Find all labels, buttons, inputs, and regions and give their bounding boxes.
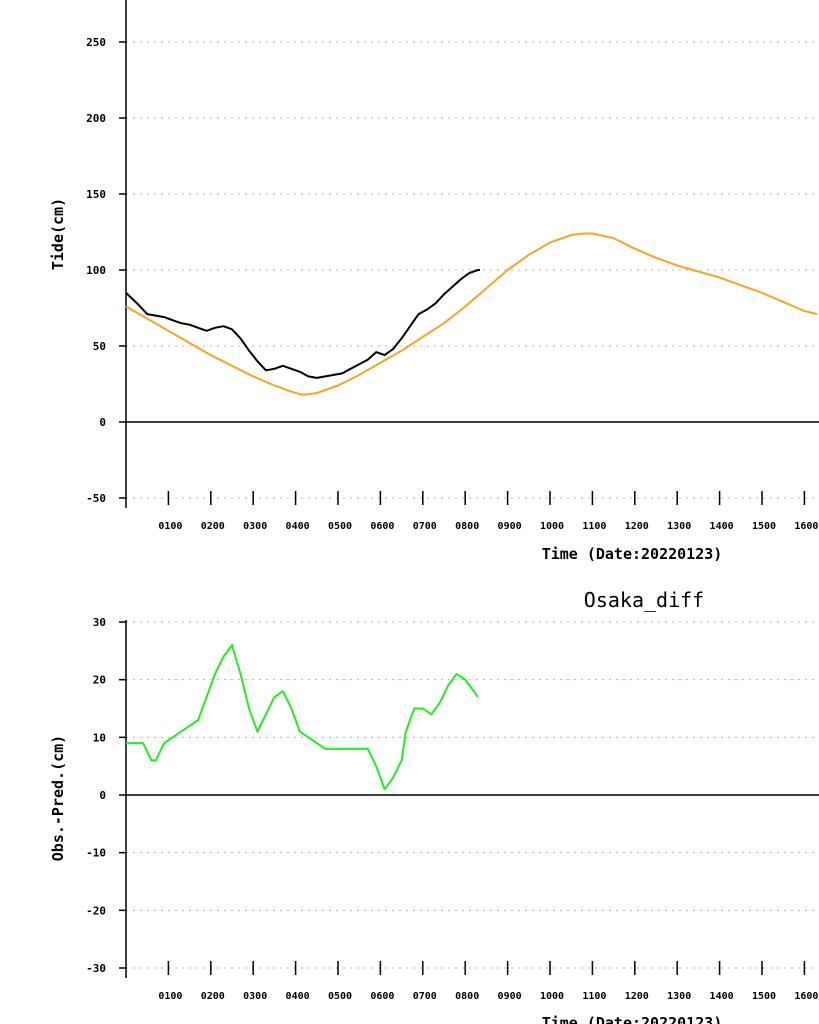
x-tick-label: 1400 xyxy=(710,991,734,1002)
x-tick-label: 0100 xyxy=(158,521,182,532)
tide-series xyxy=(125,232,818,396)
series-line-observed xyxy=(125,269,480,379)
x-tick-label: 0500 xyxy=(328,991,352,1002)
y-tick-label: 30 xyxy=(93,616,106,629)
series-line-predicted xyxy=(125,232,818,396)
diff-series xyxy=(126,644,479,791)
diff-x-ticks: 0100 0200 0300 0400 0500 0600 0700 0800 0900 1000… xyxy=(126,961,819,1002)
tide-gridlines xyxy=(126,41,819,499)
tide-y-ticks: -50 0 50 100 150 200 250 xyxy=(86,36,126,505)
x-tick-label: 1100 xyxy=(582,521,606,532)
x-tick-label: 1400 xyxy=(710,521,734,532)
y-tick-label: -50 xyxy=(86,492,106,505)
x-tick-label: 1200 xyxy=(625,521,649,532)
x-tick-label: 1200 xyxy=(625,991,649,1002)
x-tick-label: 0300 xyxy=(243,991,267,1002)
y-tick-label: 10 xyxy=(93,731,106,744)
x-tick-label: 1100 xyxy=(582,991,606,1002)
y-tick-label: -30 xyxy=(86,962,106,975)
x-tick-label: 1600 xyxy=(794,521,818,532)
diff-x-axis-label: Time (Date:20220123) xyxy=(542,1014,723,1024)
x-tick-label: 0100 xyxy=(158,991,182,1002)
x-tick-label: 0600 xyxy=(370,991,394,1002)
y-tick-label: 0 xyxy=(99,416,106,429)
y-tick-label: 0 xyxy=(99,789,106,802)
tide-x-ticks: 0100 0200 0300 0400 0500 0600 0700 0800 0900 1000… xyxy=(126,491,819,532)
x-tick-label: 0200 xyxy=(201,991,225,1002)
diff-y-ticks: -30 -20 -10 0 10 20 30 xyxy=(86,616,126,975)
diff-y-axis-label: Obs.-Pred.(cm) xyxy=(49,735,67,861)
y-tick-label: 150 xyxy=(86,188,106,201)
diff-chart-title: Osaka_diff xyxy=(584,588,704,612)
x-tick-label: 0700 xyxy=(413,521,437,532)
x-tick-label: 0200 xyxy=(201,521,225,532)
x-tick-label: 0300 xyxy=(243,521,267,532)
x-tick-label: 1500 xyxy=(752,521,776,532)
y-tick-label: -10 xyxy=(86,847,106,860)
series-line-obs-pred xyxy=(126,644,479,791)
x-tick-label: 0800 xyxy=(455,521,479,532)
x-tick-label: 0800 xyxy=(455,991,479,1002)
x-tick-label: 1300 xyxy=(667,521,691,532)
x-tick-label: 0900 xyxy=(498,521,522,532)
y-tick-label: -20 xyxy=(86,904,106,917)
x-tick-label: 0400 xyxy=(286,521,310,532)
x-tick-label: 1000 xyxy=(540,991,564,1002)
x-tick-label: 0600 xyxy=(370,521,394,532)
x-tick-label: 1500 xyxy=(752,991,776,1002)
x-tick-label: 0700 xyxy=(413,991,437,1002)
diff-chart: Osaka_diff -30 -20 -10 0 10 20 30 0100 0200 0300… xyxy=(49,588,819,1024)
tide-y-axis-label: Tide(cm) xyxy=(49,198,67,270)
y-tick-label: 20 xyxy=(93,674,106,687)
x-tick-label: 1600 xyxy=(794,991,818,1002)
x-tick-label: 0900 xyxy=(498,991,522,1002)
x-tick-label: 0400 xyxy=(286,991,310,1002)
tide-x-axis-label: Time (Date:20220123) xyxy=(542,545,723,563)
x-tick-label: 1300 xyxy=(667,991,691,1002)
y-tick-label: 200 xyxy=(86,112,106,125)
y-tick-label: 100 xyxy=(86,264,106,277)
y-tick-label: 250 xyxy=(86,36,106,49)
x-tick-label: 1000 xyxy=(540,521,564,532)
y-tick-label: 50 xyxy=(93,340,106,353)
x-tick-label: 0500 xyxy=(328,521,352,532)
